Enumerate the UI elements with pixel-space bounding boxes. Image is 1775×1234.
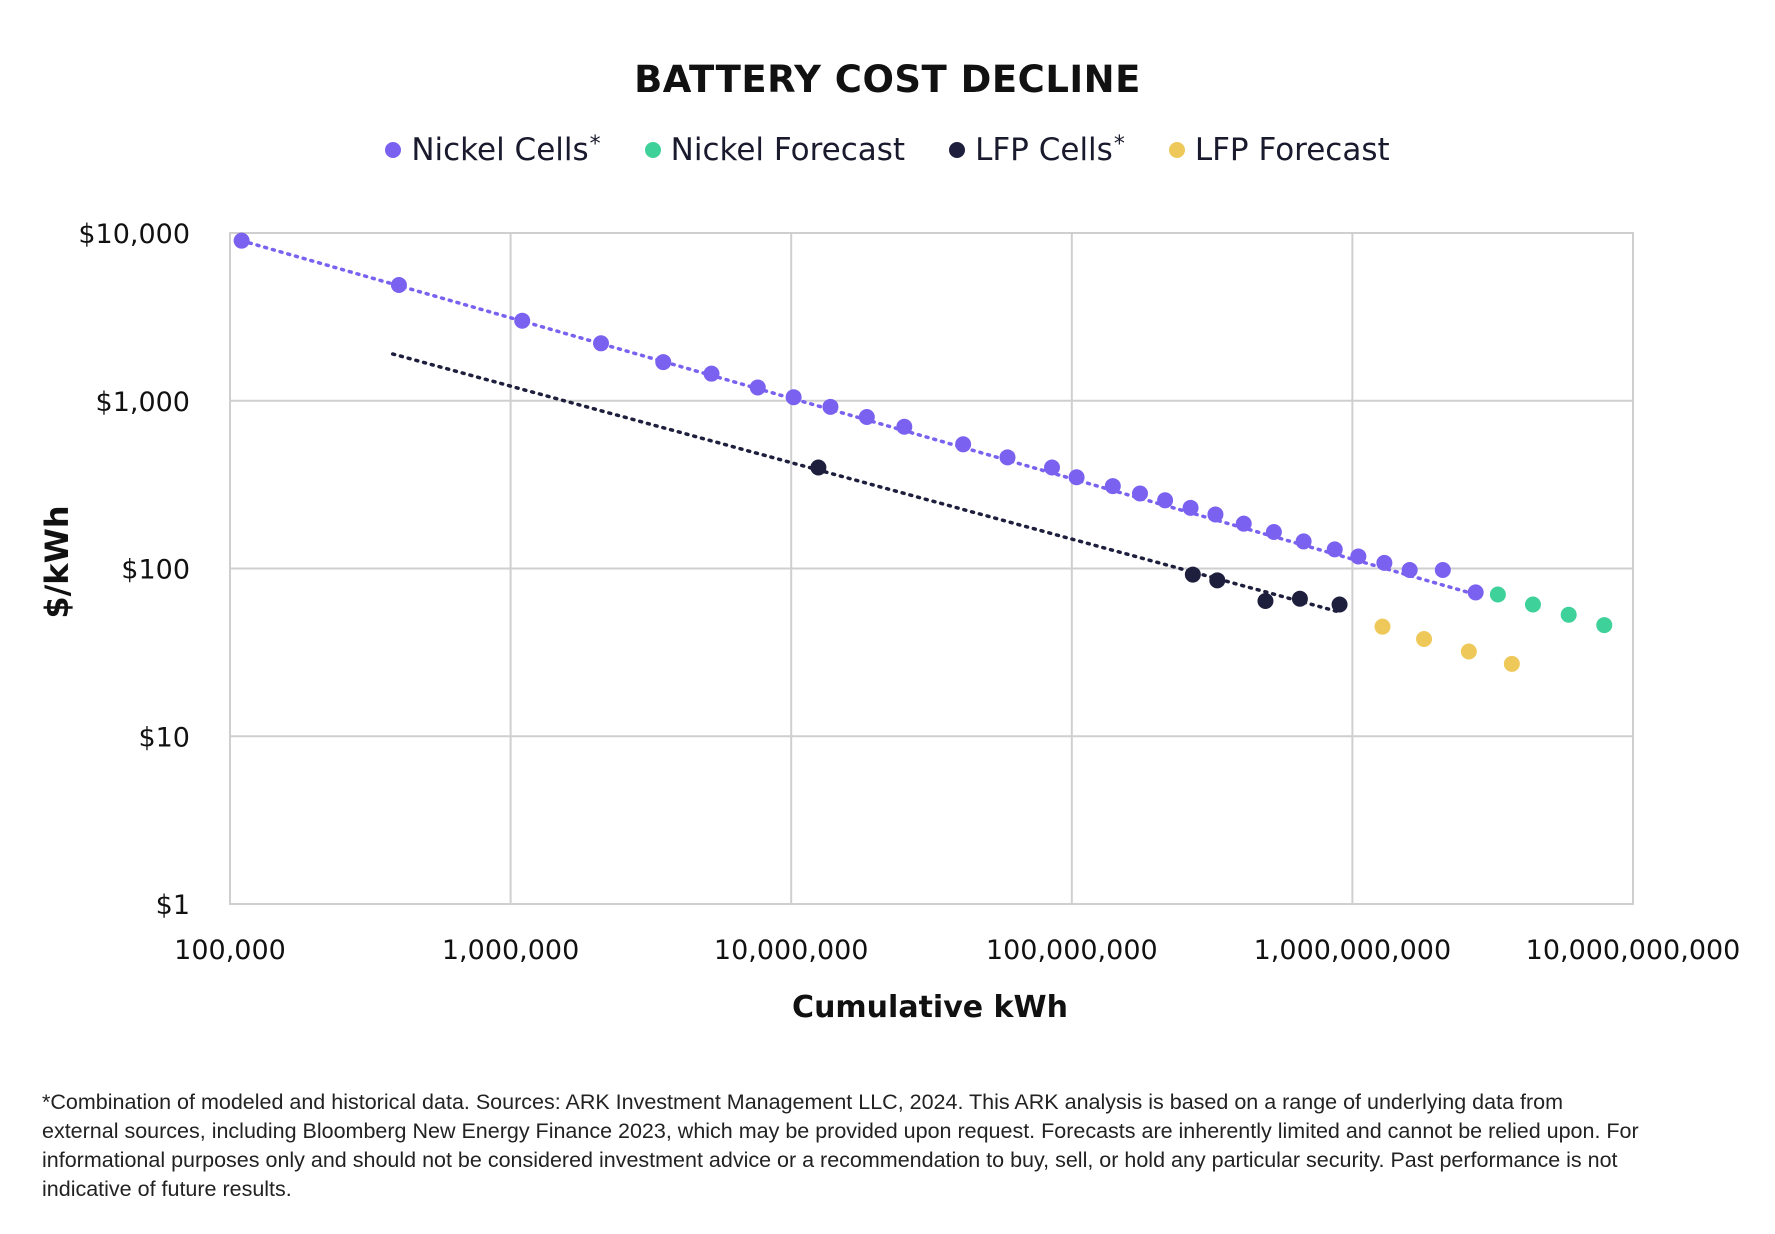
point-lfp-cells[interactable] [1291,590,1308,607]
chart-title: BATTERY COST DECLINE [634,58,1141,101]
chart-legend: Nickel Cells * Nickel Forecast LFP Cells… [0,132,1775,168]
point-nickel-cells[interactable] [858,409,875,426]
point-nickel-cells[interactable] [1401,561,1418,578]
point-nickel-cells[interactable] [1068,469,1085,486]
x-tick-label: 10,000,000,000 [1526,935,1741,966]
x-tick-label: 10,000,000 [714,935,869,966]
trendline-nickel-cells [239,238,1478,597]
point-nickel-cells[interactable] [955,436,972,453]
point-nickel-forecast[interactable] [1560,606,1577,623]
y-tick-label: $100 [121,555,190,586]
y-tick-label: $1 [156,890,190,921]
x-tick-label: 100,000,000 [986,935,1158,966]
point-nickel-cells[interactable] [593,335,610,352]
point-nickel-cells[interactable] [1104,478,1121,495]
points-layer [233,232,1613,672]
point-lfp-forecast[interactable] [1416,630,1433,647]
point-nickel-cells[interactable] [1295,533,1312,550]
legend-label-lfp-forecast: LFP Forecast [1194,132,1390,168]
point-lfp-cells[interactable] [1257,593,1274,610]
point-nickel-cells[interactable] [1326,541,1343,558]
point-nickel-cells[interactable] [1376,554,1393,571]
point-nickel-cells[interactable] [1235,515,1252,532]
point-nickel-forecast[interactable] [1524,596,1541,613]
point-nickel-cells[interactable] [1350,548,1367,565]
legend-marker-nickel-forecast [644,142,661,158]
y-tick-label: $10,000 [78,219,190,250]
point-lfp-cells[interactable] [1331,596,1348,613]
point-nickel-forecast[interactable] [1489,586,1506,603]
y-axis-title: $/kWh [38,505,76,618]
battery-cost-chart: 100,000 1,000,000 10,000,000 100,000,000 1,0… [38,219,1740,1025]
point-lfp-cells[interactable] [1209,572,1226,589]
point-lfp-cells[interactable] [1184,566,1201,583]
legend-label-lfp-cells: LFP Cells [975,132,1113,168]
y-tick-label: $10 [138,722,190,753]
point-nickel-cells[interactable] [1157,492,1174,509]
legend-item-lfp-forecast[interactable]: LFP Forecast [1168,132,1390,168]
x-axis-title: Cumulative kWh [792,990,1068,1025]
point-nickel-cells[interactable] [1467,584,1484,601]
x-tick-label: 1,000,000,000 [1254,935,1452,966]
x-tick-label: 1,000,000 [442,935,579,966]
legend-marker-lfp-forecast [1168,142,1185,158]
tick-labels-layer: 100,000 1,000,000 10,000,000 100,000,000 1,0… [78,219,1740,966]
point-nickel-cells[interactable] [999,449,1016,466]
legend-star-lfp-cells: * [1113,131,1125,157]
legend-item-nickel-forecast[interactable]: Nickel Forecast [644,132,906,168]
point-nickel-cells[interactable] [655,354,672,371]
point-nickel-cells[interactable] [1182,499,1199,516]
point-nickel-cells[interactable] [1265,524,1282,541]
legend-label-nickel-cells: Nickel Cells [411,132,589,168]
point-lfp-cells[interactable] [810,459,827,476]
grid-layer [229,232,1634,905]
legend-star-nickel-cells: * [589,131,601,157]
point-nickel-cells[interactable] [749,379,766,396]
point-nickel-cells[interactable] [703,365,720,382]
point-nickel-cells[interactable] [822,398,839,415]
legend-label-nickel-forecast: Nickel Forecast [670,132,906,168]
x-tick-label: 100,000 [174,935,286,966]
point-nickel-cells[interactable] [1434,561,1451,578]
trendline-layer [239,238,1478,614]
point-nickel-cells[interactable] [1043,459,1060,476]
trendline-lfp-cells [390,352,1342,614]
point-nickel-cells[interactable] [896,418,913,435]
point-nickel-forecast[interactable] [1596,617,1613,634]
point-nickel-cells[interactable] [514,312,531,329]
point-nickel-cells[interactable] [390,276,407,293]
point-lfp-forecast[interactable] [1503,655,1520,672]
footnote: *Combination of modeled and historical d… [42,1090,1639,1201]
point-lfp-forecast[interactable] [1374,618,1391,635]
point-nickel-cells[interactable] [1131,485,1148,502]
point-nickel-cells[interactable] [1207,506,1224,523]
point-lfp-forecast[interactable] [1460,643,1477,660]
point-nickel-cells[interactable] [233,232,250,249]
legend-item-lfp-cells[interactable]: LFP Cells * [949,132,1125,168]
point-nickel-cells[interactable] [785,389,802,406]
legend-item-nickel-cells[interactable]: Nickel Cells * [385,131,601,168]
y-tick-label: $1,000 [96,387,190,418]
legend-marker-nickel-cells [385,142,402,158]
legend-marker-lfp-cells [949,142,966,158]
